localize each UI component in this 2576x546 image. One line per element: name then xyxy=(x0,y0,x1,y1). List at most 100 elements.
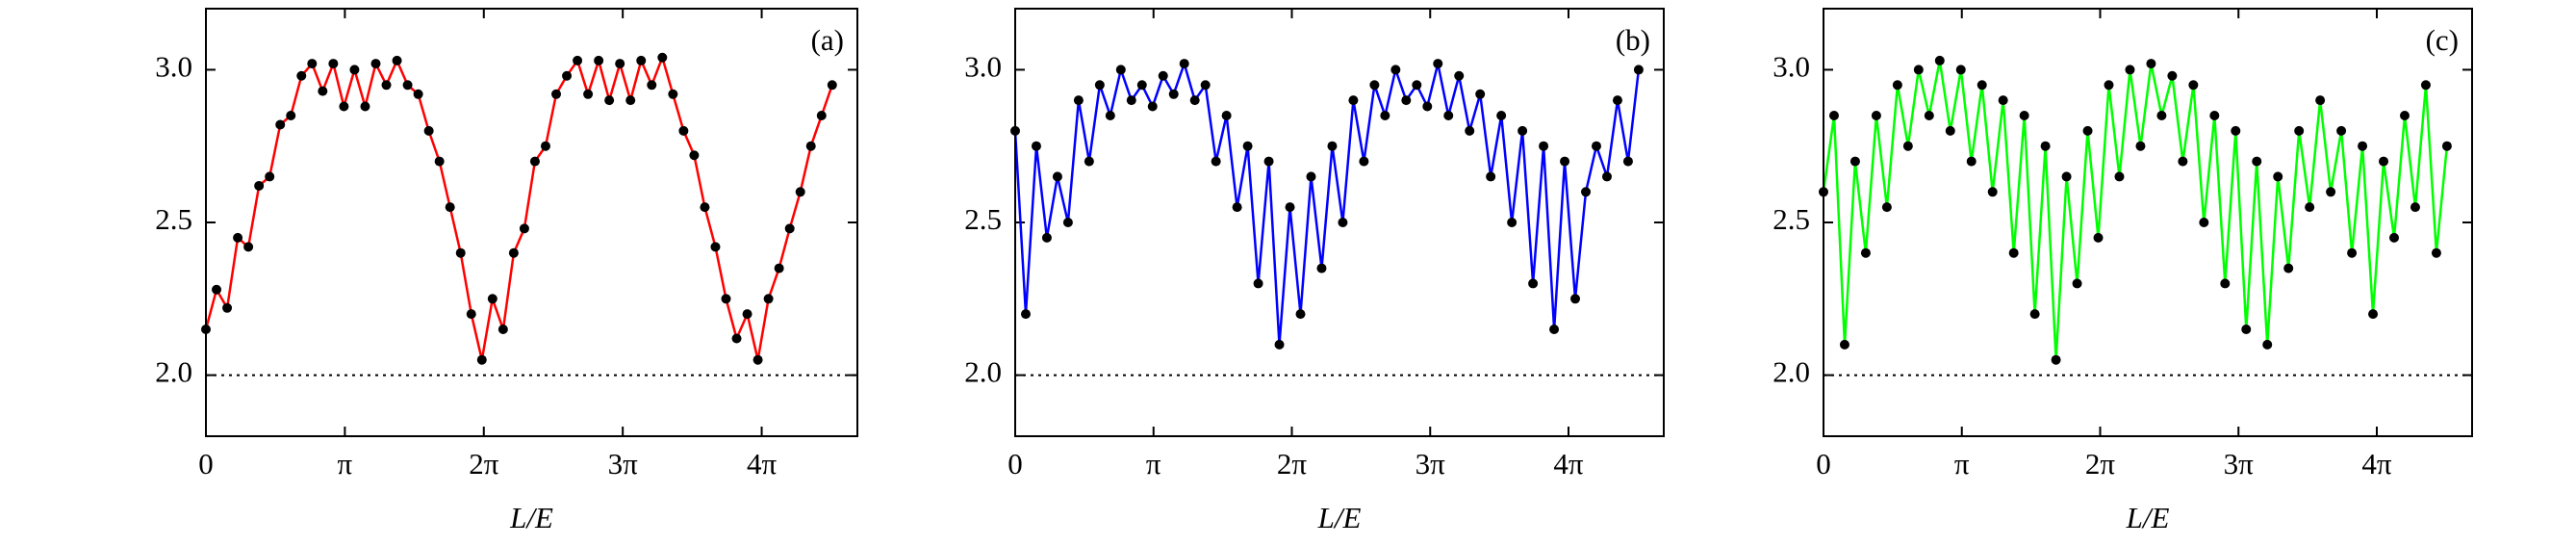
data-point xyxy=(668,89,678,99)
data-point xyxy=(1094,80,1105,91)
data-point xyxy=(466,309,476,320)
data-point xyxy=(1871,111,1881,120)
data-point xyxy=(2061,171,2072,182)
data-point xyxy=(1507,218,1518,227)
data-point xyxy=(1633,65,1644,75)
data-point xyxy=(2104,80,2114,91)
data-point xyxy=(2262,339,2273,350)
panel: 2.0 2.5 3.0 0 π 2π 3π 4π (a) L/E xyxy=(155,8,858,534)
data-point xyxy=(795,187,805,197)
data-point xyxy=(1327,141,1338,151)
y-tick-label: 2.0 xyxy=(155,355,192,389)
data-point xyxy=(2379,156,2389,167)
y-tick-label: 2.5 xyxy=(1773,202,1810,236)
data-point xyxy=(2336,125,2347,136)
data-point xyxy=(2431,247,2441,258)
data-point xyxy=(784,223,795,234)
data-point xyxy=(2008,247,2019,258)
x-axis-label: L/E xyxy=(509,501,553,534)
data-point xyxy=(2114,171,2125,182)
data-point xyxy=(1465,125,1475,136)
data-point xyxy=(212,284,222,295)
data-point xyxy=(1849,156,1860,167)
data-point xyxy=(2399,111,2410,120)
data-point xyxy=(2294,125,2305,136)
data-point xyxy=(615,59,625,69)
y-tick-label: 2.0 xyxy=(964,355,1002,389)
data-point xyxy=(1475,89,1486,99)
data-point xyxy=(328,59,339,69)
data-point xyxy=(1221,111,1232,120)
data-point xyxy=(1560,156,1570,167)
data-point xyxy=(2082,125,2093,136)
data-point xyxy=(2358,141,2368,151)
data-point xyxy=(742,309,752,320)
data-point xyxy=(2326,187,2336,197)
data-point xyxy=(1211,156,1221,167)
data-point xyxy=(243,242,254,252)
data-point xyxy=(1486,171,1496,182)
data-point xyxy=(1390,65,1401,75)
data-point xyxy=(2209,111,2220,120)
data-point xyxy=(2156,111,2167,120)
data-point xyxy=(1031,141,1041,151)
data-point xyxy=(2420,80,2431,91)
data-point xyxy=(2368,309,2379,320)
data-point xyxy=(1422,101,1433,112)
data-point xyxy=(2252,156,2262,167)
x-tick-label: 2π xyxy=(1277,447,1308,481)
data-point xyxy=(476,354,487,365)
panel-label: (c) xyxy=(2426,23,2459,57)
data-point xyxy=(1924,111,1934,120)
data-point xyxy=(222,302,233,313)
data-point xyxy=(1570,294,1581,304)
data-point xyxy=(1443,111,1454,120)
data-point xyxy=(1860,247,1871,258)
data-point xyxy=(434,156,445,167)
y-tick-label: 2.0 xyxy=(1773,355,1810,389)
data-point xyxy=(1977,80,1987,91)
x-tick-label: 3π xyxy=(1416,447,1446,481)
data-point xyxy=(2051,354,2061,365)
panel-label: (b) xyxy=(1616,23,1650,57)
y-tick-label: 2.5 xyxy=(964,202,1002,236)
data-point xyxy=(2241,325,2252,334)
data-point xyxy=(1359,156,1369,167)
data-point xyxy=(1189,95,1200,106)
data-point xyxy=(2220,278,2231,289)
data-point xyxy=(1052,171,1062,182)
data-point xyxy=(1274,339,1285,350)
data-point xyxy=(1200,80,1211,91)
x-tick-label: 3π xyxy=(608,447,639,481)
data-point xyxy=(265,171,275,182)
data-point xyxy=(360,101,370,112)
data-point xyxy=(2273,171,2283,182)
data-point xyxy=(1136,80,1147,91)
data-point xyxy=(1987,187,1998,197)
data-point xyxy=(339,101,349,112)
data-point xyxy=(1913,65,1924,75)
data-point xyxy=(1073,95,1084,106)
data-point xyxy=(1105,111,1115,120)
data-point xyxy=(370,59,381,69)
data-point xyxy=(2072,278,2082,289)
data-point xyxy=(1242,141,1253,151)
data-point xyxy=(2199,218,2209,227)
data-point xyxy=(318,86,328,96)
data-point xyxy=(413,89,423,99)
data-point xyxy=(2231,125,2241,136)
x-axis-label: L/E xyxy=(2126,501,2170,534)
panel-label: (a) xyxy=(811,23,844,57)
data-point xyxy=(2146,59,2156,69)
data-point xyxy=(1316,263,1327,273)
data-point xyxy=(689,150,700,161)
data-point xyxy=(1581,187,1592,197)
data-point xyxy=(604,95,615,106)
data-point xyxy=(1158,70,1168,81)
data-point xyxy=(1306,171,1316,182)
data-point xyxy=(275,119,286,130)
panel: 2.0 2.5 3.0 0 π 2π 3π 4π (b) L/E xyxy=(964,8,1665,534)
data-point xyxy=(1892,80,1902,91)
data-point xyxy=(508,247,519,258)
